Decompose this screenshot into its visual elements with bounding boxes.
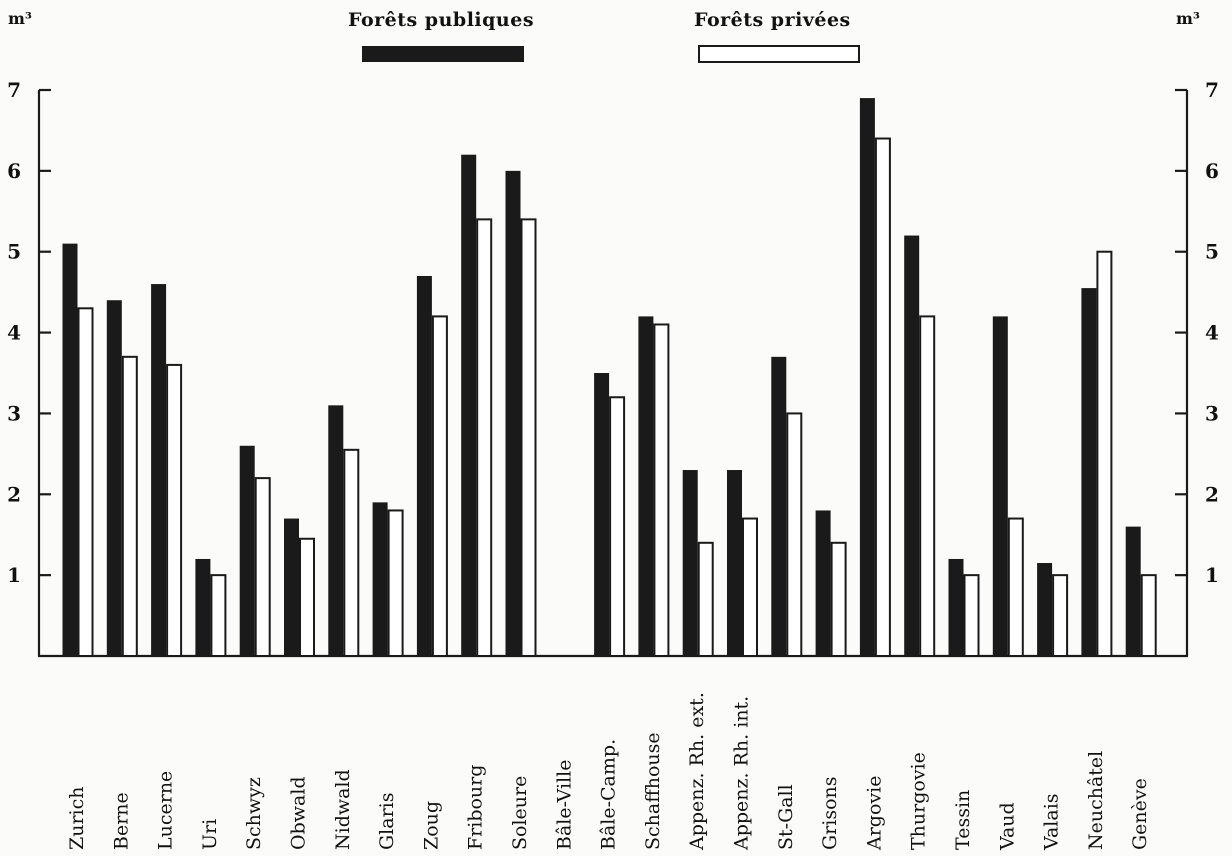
bar-forets-publiques — [1081, 288, 1097, 656]
x-tick-label: Nidwald — [332, 769, 354, 850]
bar-forets-privees — [520, 218, 537, 657]
x-tick-label: Bâle-Ville — [553, 759, 575, 850]
y-tick-label-right: 6 — [1205, 159, 1219, 183]
bar-forets-publiques — [904, 235, 920, 657]
bar-forets-privees — [609, 396, 626, 657]
y-tick-label-right: 1 — [1205, 563, 1219, 587]
bar-forets-publiques — [992, 316, 1008, 656]
y-tick-label-left: 2 — [7, 482, 21, 506]
y-tick-label-right: 2 — [1205, 482, 1219, 506]
bar-forets-privees — [874, 137, 891, 657]
y-tick-label-right: 7 — [1205, 78, 1219, 102]
bar-forets-privees — [121, 355, 138, 657]
bar-forets-publiques — [62, 243, 78, 656]
bar-forets-publiques — [372, 502, 388, 656]
x-tick-label: Fribourg — [465, 765, 487, 850]
y-tick-label-left: 5 — [7, 240, 21, 264]
legend-swatch-public — [362, 46, 524, 62]
bar-forets-privees — [77, 307, 94, 657]
bar-forets-privees — [919, 315, 936, 657]
x-tick-label: Thurgovie — [908, 752, 930, 850]
bar-forets-publiques — [151, 284, 167, 656]
bar-forets-privees — [697, 541, 714, 657]
bar-forets-publiques — [727, 470, 742, 656]
bar-forets-privees — [1052, 574, 1069, 658]
y-tick-label-left: 6 — [7, 159, 21, 183]
bar-forets-publiques — [771, 356, 787, 656]
bar-forets-privees — [210, 574, 227, 658]
y-tick-label-left: 4 — [7, 321, 21, 345]
x-tick-label: Vaud — [996, 802, 1018, 851]
x-tick-label: Valais — [1041, 793, 1063, 851]
x-tick-label: Soleure — [509, 776, 531, 850]
x-tick-label: Grisons — [819, 776, 841, 850]
x-tick-label: Appenz. Rh. ext. — [686, 692, 708, 851]
x-tick-label: Lucerne — [155, 771, 177, 850]
bar-forets-publiques — [948, 558, 964, 656]
y-ticks: 1 1 2 2 3 3 4 4 5 5 6 6 7 7 — [7, 78, 1219, 587]
legend-label-public: Forêts publiques — [348, 9, 534, 31]
bar-forets-privees — [166, 363, 183, 657]
y-unit-right: m³ — [1176, 9, 1200, 28]
bar-forets-privees — [1096, 250, 1113, 657]
x-tick-label: Argovie — [863, 776, 885, 851]
bar-forets-privees — [653, 323, 670, 657]
bar-forets-privees — [299, 537, 315, 657]
x-labels: Zurich Berne Lucerne Uri Schwyz Obwald Nidwald… — [66, 692, 1151, 851]
x-tick-label: Genève — [1129, 778, 1151, 850]
bar-forets-privees — [431, 315, 448, 657]
bar-forets-publiques — [284, 518, 299, 656]
x-tick-label: Tessin — [952, 790, 974, 850]
x-tick-label: Zoug — [420, 801, 442, 850]
bar-forets-publiques — [1125, 526, 1141, 656]
x-tick-label: Neuchâtel — [1085, 751, 1107, 850]
bar-forets-publiques — [594, 373, 610, 656]
x-tick-label: Schwyz — [243, 777, 265, 850]
bar-forets-publiques — [195, 558, 211, 656]
bar-forets-privees — [786, 412, 803, 657]
x-tick-label: Berne — [110, 792, 132, 850]
bar-forets-privees — [742, 517, 758, 657]
bar-forets-publiques — [416, 275, 432, 656]
legend: Forêts publiques Forêts privées — [348, 9, 860, 63]
x-tick-label: Glaris — [376, 793, 398, 851]
y-tick-label-right: 4 — [1205, 321, 1219, 345]
bar-forets-publiques — [461, 154, 477, 656]
y-tick-label-left: 7 — [7, 78, 21, 102]
x-tick-label: Bâle-Camp. — [598, 739, 620, 850]
legend-swatch-private — [698, 45, 860, 63]
bars — [62, 98, 1157, 658]
bar-forets-publiques — [239, 445, 255, 656]
y-tick-label-left: 3 — [7, 401, 21, 425]
y-tick-label-right: 5 — [1205, 240, 1219, 264]
bar-forets-publiques — [682, 470, 698, 656]
bar-forets-publiques — [106, 300, 122, 656]
bar-forets-publiques — [1037, 563, 1053, 656]
bar-forets-privees — [963, 574, 980, 658]
legend-label-private: Forêts privées — [694, 9, 851, 31]
y-tick-label-right: 3 — [1205, 401, 1219, 425]
y-tick-label-left: 1 — [7, 563, 21, 587]
bar-forets-publiques — [638, 316, 654, 656]
bar-forets-publiques — [505, 170, 521, 656]
bar-forets-publiques — [328, 405, 344, 656]
bar-forets-privees — [1007, 517, 1024, 657]
bar-forets-privees — [387, 509, 404, 658]
bar-forets-publiques — [815, 510, 831, 656]
bar-forets-publiques — [859, 98, 875, 657]
x-tick-label: Zurich — [66, 787, 88, 850]
x-tick-label: Appenz. Rh. int. — [731, 696, 753, 851]
bar-forets-privees — [254, 477, 271, 657]
x-tick-label: Uri — [199, 819, 221, 850]
y-unit-left: m³ — [8, 9, 32, 28]
x-tick-label: St-Gall — [775, 784, 797, 850]
bar-forets-privees — [830, 541, 847, 657]
bar-forets-privees — [476, 218, 493, 657]
x-tick-label: Obwald — [288, 776, 310, 850]
bar-forets-privees — [343, 448, 360, 658]
x-tick-label: Schaffhouse — [642, 732, 664, 850]
bar-forets-privees — [1140, 574, 1157, 658]
